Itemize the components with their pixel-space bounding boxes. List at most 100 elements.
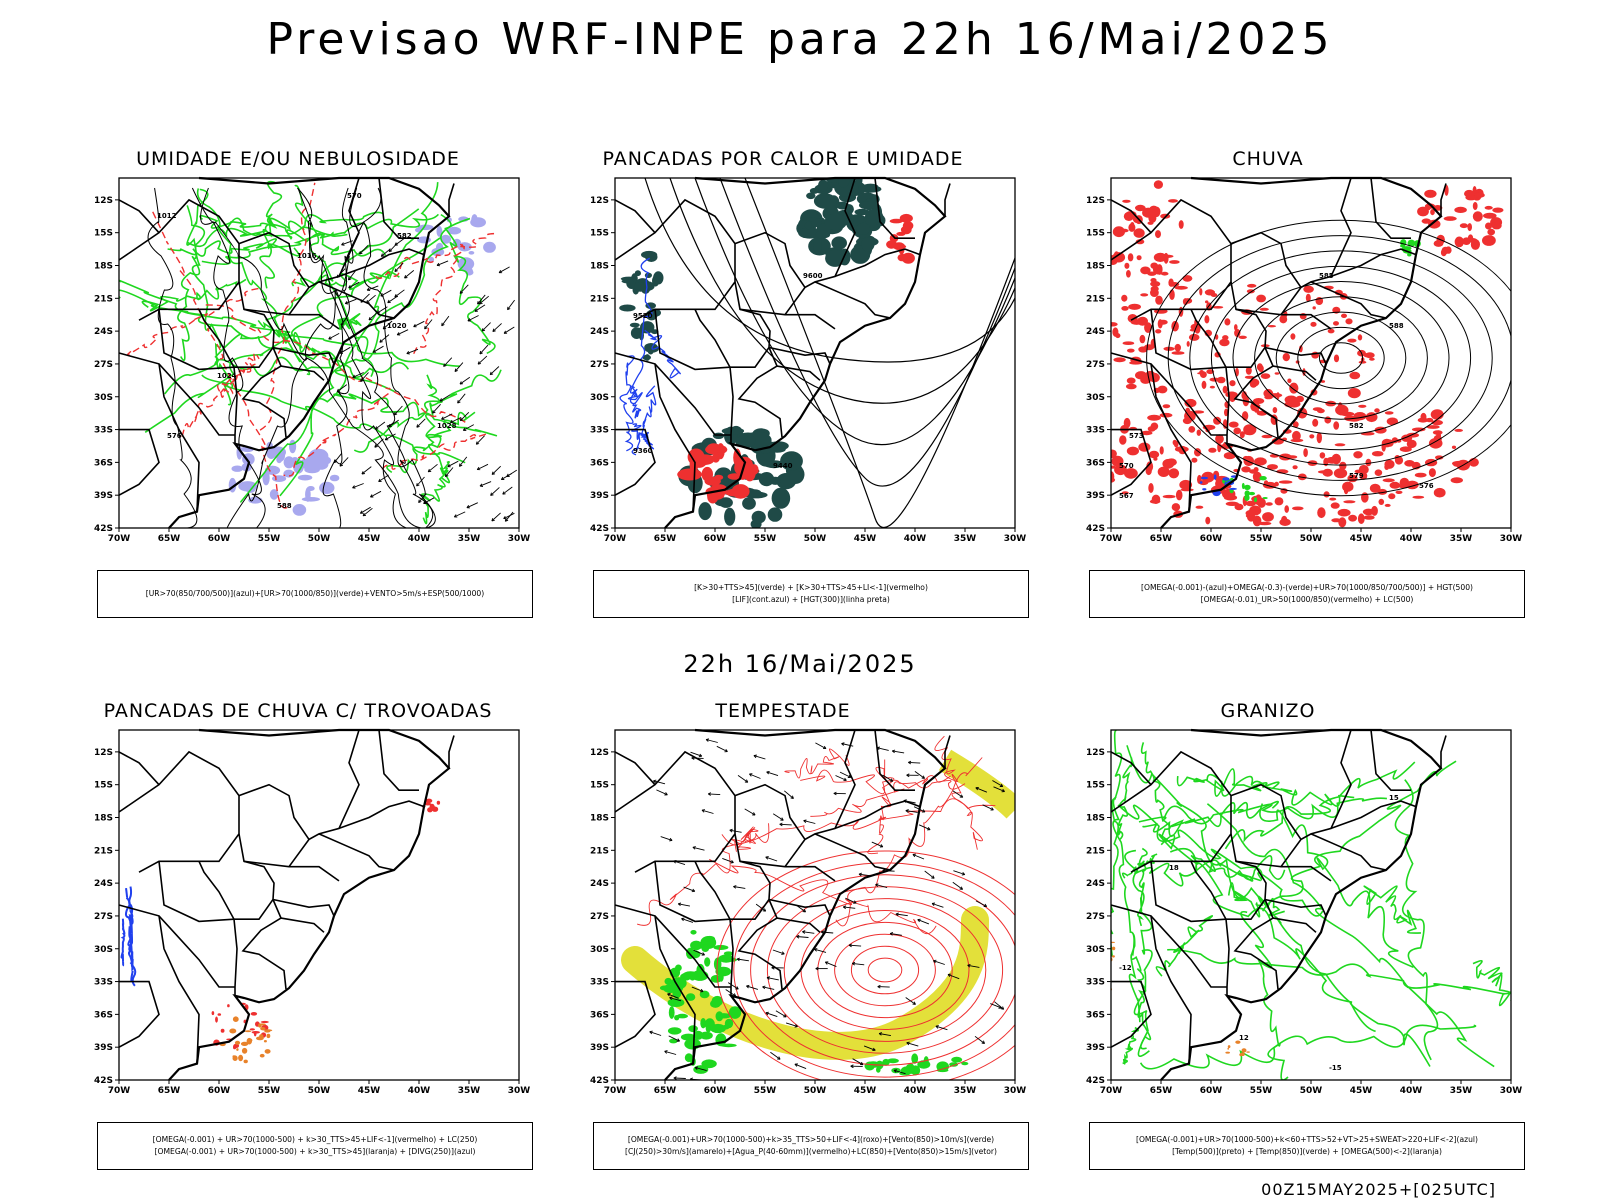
lon-label: 55W — [754, 1086, 777, 1096]
rain-red-area — [1464, 189, 1475, 198]
wind-vector — [352, 372, 364, 378]
thickness-red-contour — [152, 211, 290, 509]
wind850-vector — [981, 1040, 986, 1044]
wind850-vector — [749, 773, 753, 777]
wind850-vector — [999, 783, 1004, 787]
country-border — [874, 177, 915, 239]
wind-vector — [462, 427, 467, 431]
wind850-vector — [673, 1076, 677, 1080]
wind-vector — [382, 320, 393, 330]
country-border — [118, 751, 160, 786]
rain-red-area — [1264, 395, 1273, 400]
wind-vector — [344, 301, 349, 305]
wind850-vector — [852, 1058, 864, 1066]
rain-red-area — [1384, 411, 1394, 415]
rain-red-area — [1173, 440, 1179, 448]
thickness-red-contour — [375, 232, 498, 280]
wind-vector — [360, 378, 364, 383]
wind-vector — [504, 511, 514, 522]
wind-vector — [416, 424, 420, 428]
rain-red-area — [1358, 360, 1367, 364]
lat-label: 24S — [1086, 327, 1105, 337]
wind850-green-area — [705, 1025, 712, 1033]
contour-label: 9440 — [773, 462, 793, 470]
divg250-blue-contour — [128, 886, 134, 983]
k-tts-li-red-area — [701, 466, 713, 482]
k-tts-green-area — [767, 507, 783, 522]
wind-vector — [404, 270, 415, 279]
country-border — [1150, 861, 1227, 923]
country-border — [1370, 729, 1411, 791]
lon-label: 30W — [508, 534, 531, 544]
temp850-green-contour — [1169, 847, 1431, 1067]
wind-vector — [339, 346, 351, 354]
legend-line: [K>30+TTS>45](verde) + [K>30+TTS>45+LI<-… — [694, 583, 928, 592]
wind850-vector — [845, 897, 857, 904]
wind-vector — [413, 320, 425, 328]
legend-line: [OMEGA(-0.001) + UR>70(1000-500) + k>30_… — [154, 1147, 476, 1156]
wind-vector — [443, 363, 447, 367]
pressure-contour — [322, 187, 354, 528]
hgt500-contour — [1275, 311, 1407, 405]
rain-red-area — [1153, 252, 1167, 262]
model-run-label: 00Z15MAY2025+[025UTC] — [1261, 1180, 1496, 1199]
wind-vector — [393, 411, 398, 416]
country-border — [198, 833, 275, 920]
wind850-vector — [891, 749, 896, 754]
wind-vector — [498, 269, 503, 274]
rain-red-area — [1127, 253, 1134, 262]
wind850-vector — [835, 775, 847, 781]
wind850-green-area — [704, 957, 711, 967]
coastline — [1160, 728, 1443, 1081]
country-border — [1310, 833, 1387, 871]
wind-vector — [454, 511, 466, 518]
rain-red-area — [1160, 271, 1169, 276]
wind850-vector — [691, 888, 696, 893]
hgt500-contour — [1146, 219, 1511, 497]
wind-vector — [423, 500, 427, 504]
rain-red-area — [1472, 202, 1478, 210]
temp850-green-contour — [1124, 849, 1153, 1057]
rain-red-area — [1124, 468, 1138, 479]
wind850-green-area — [718, 972, 724, 982]
rain-red-area — [1243, 424, 1257, 436]
lat-label: 21S — [1086, 294, 1105, 304]
rain-red-area — [1140, 266, 1151, 275]
k-tts-li-red-area — [706, 443, 721, 454]
rain-red-area — [1168, 468, 1180, 479]
map-pancadas-calor: 960095209440936012S15S18S21S24S27S30S33S… — [590, 176, 1026, 544]
temp850-green-contour — [1206, 773, 1355, 807]
rain-red-area — [1292, 421, 1299, 428]
wind850-green-area — [886, 1058, 899, 1064]
thunderstorm-orange-area — [232, 1016, 239, 1022]
wind-vector — [481, 328, 486, 332]
wind850-vector — [823, 745, 827, 750]
lat-label: 15S — [590, 229, 609, 239]
rain-red-area — [1209, 385, 1215, 389]
map-granizo: -12 -15 12 15 18 12S 15S 18S 21S 24S 27S 30S 33S 36S 3… — [1086, 728, 1522, 1096]
lat-label: 30S — [94, 945, 113, 955]
lon-label: 30W — [1500, 1086, 1523, 1096]
k-tts-green-area — [831, 236, 847, 250]
wind850-green-area — [664, 977, 673, 985]
wind-vector — [396, 332, 401, 336]
contour-label: -15 — [1329, 1064, 1342, 1072]
lat-label: 42S — [1086, 524, 1105, 534]
lon-label: 50W — [1300, 1086, 1323, 1096]
rain-red-area — [1184, 398, 1197, 408]
humidity-blue-area — [305, 455, 317, 467]
rain-red-area — [1272, 407, 1278, 414]
wind850-green-area — [684, 1053, 693, 1063]
pressure-contour — [297, 187, 434, 528]
wind-vector — [416, 476, 425, 487]
legend-line: [OMEGA(-0.01)_UR>50(1000/850)(vermelho) … — [1200, 595, 1414, 604]
k-tts-green-area — [642, 354, 651, 361]
geography — [614, 176, 951, 529]
wind-vector — [492, 328, 496, 333]
wind-vector — [503, 330, 508, 334]
rain-red-area — [1245, 509, 1257, 517]
thickness-red-contour — [127, 287, 259, 356]
rain-red-area — [1112, 226, 1125, 238]
rain-red-area — [1156, 265, 1162, 269]
hgt500-contour — [1189, 250, 1493, 466]
